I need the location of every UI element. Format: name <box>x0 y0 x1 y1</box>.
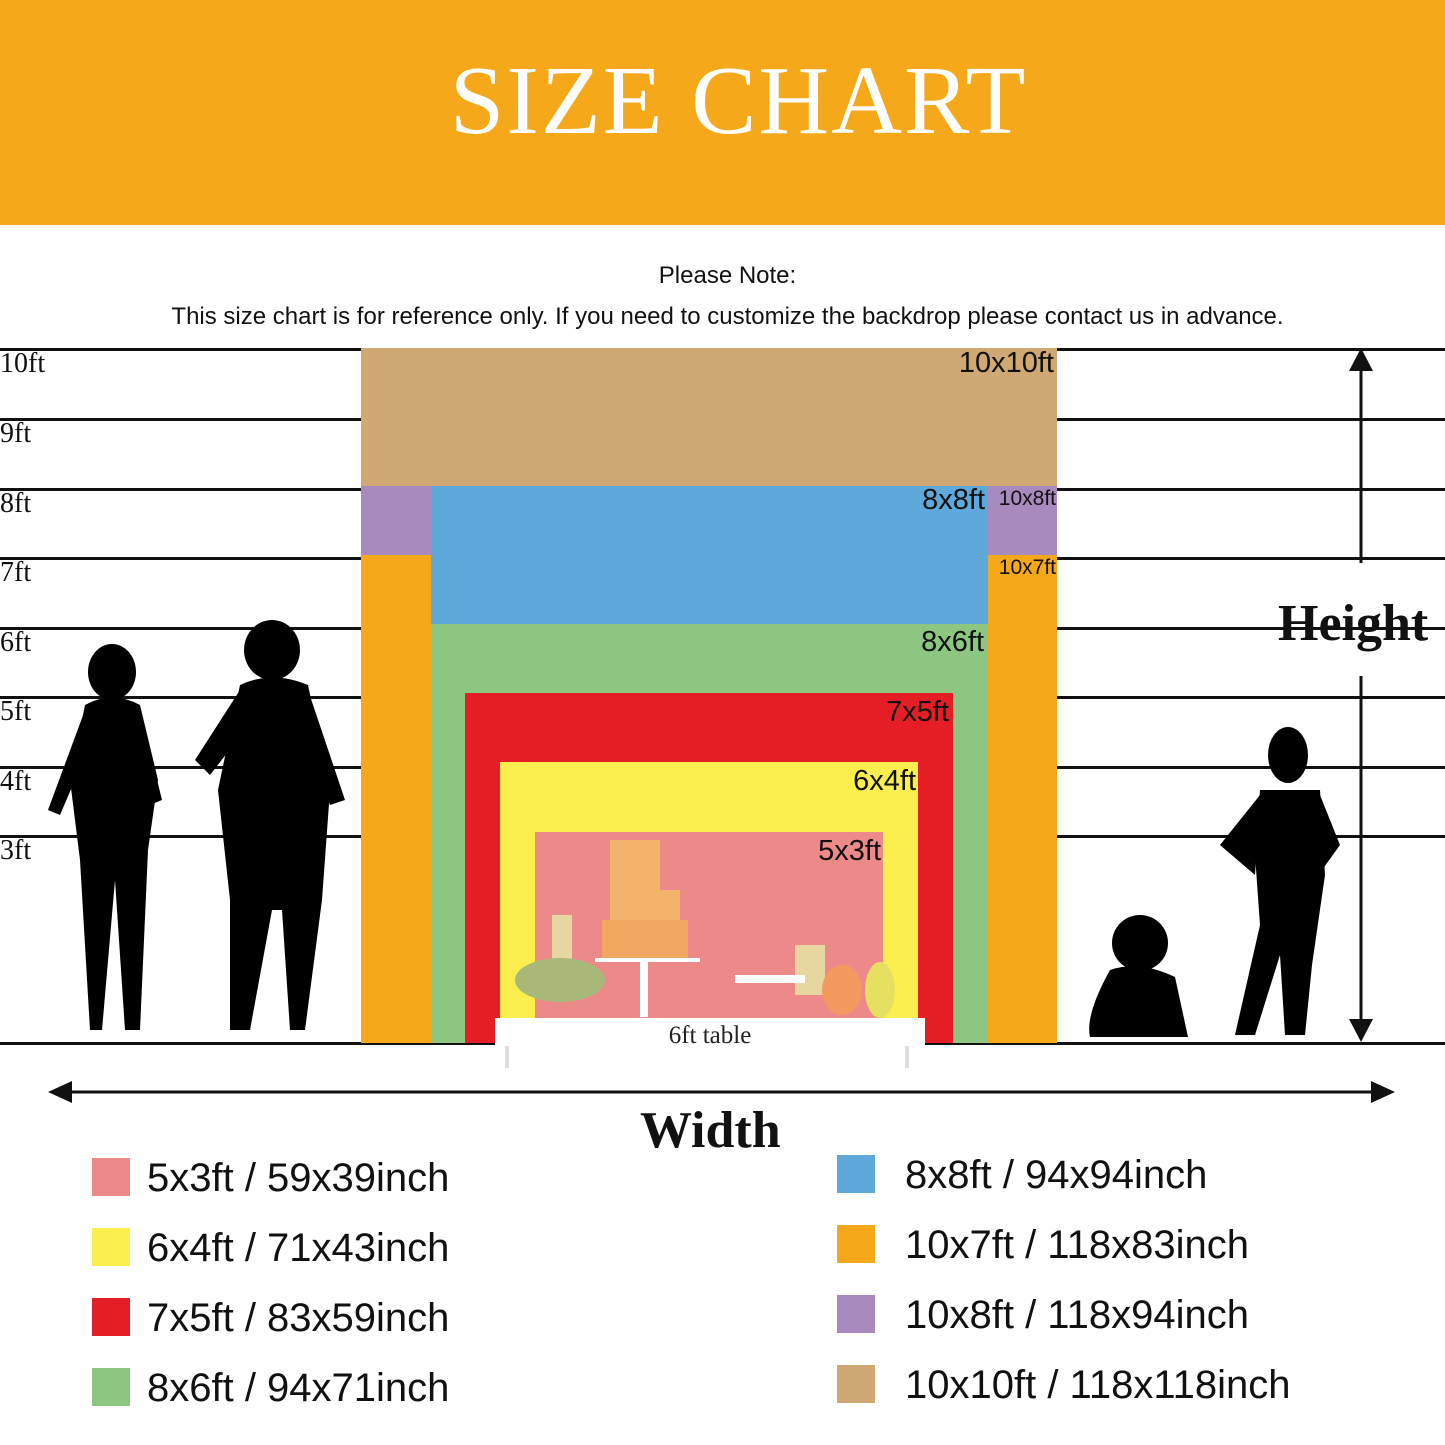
label-8x6: 8x6ft <box>921 626 984 658</box>
cake-icon <box>595 840 700 1017</box>
dessert-table-illustration <box>495 840 925 1068</box>
legend-text: 10x7ft / 118x83inch <box>905 1223 1249 1267</box>
header-banner <box>0 0 1445 225</box>
legend-swatch <box>837 1225 875 1263</box>
note-heading: Please Note: <box>658 262 797 289</box>
label-8x8: 8x8ft <box>922 484 985 516</box>
legend-swatch <box>92 1228 130 1266</box>
grid-line-right <box>1057 418 1445 421</box>
height-mark-label: 6ft <box>0 627 32 658</box>
legend-text: 8x8ft / 94x94inch <box>905 1153 1208 1197</box>
adult-silhouettes-icon <box>48 620 345 1030</box>
backdrop-5x3 <box>535 832 883 1043</box>
legend-swatch <box>92 1158 130 1196</box>
legend-swatch <box>837 1365 875 1403</box>
grid-line-left <box>0 627 361 630</box>
grid-line-right <box>1057 766 1445 769</box>
height-mark-label: 10ft <box>0 348 46 379</box>
width-arrow <box>48 1081 1395 1103</box>
height-mark-label: 4ft <box>0 766 32 797</box>
page-title: SIZE CHART <box>449 47 1028 155</box>
grid-line-left <box>0 696 361 699</box>
label-6x4: 6x4ft <box>853 765 916 797</box>
legend-text: 7x5ft / 83x59inch <box>147 1296 450 1340</box>
grid-line-right <box>1057 696 1445 699</box>
grid-line-left <box>0 766 361 769</box>
label-10x7: 10x7ft <box>998 556 1056 579</box>
legend-swatch <box>92 1368 130 1406</box>
grid-line-right <box>1057 557 1445 560</box>
grid-line-left <box>0 557 361 560</box>
child-silhouettes-icon <box>1089 727 1340 1037</box>
table-label: 6ft table <box>668 1022 752 1049</box>
legend-text: 8x6ft / 94x71inch <box>147 1366 450 1410</box>
height-mark-label: 5ft <box>0 696 32 727</box>
height-mark-label: 7ft <box>0 557 32 588</box>
legend-swatch <box>837 1295 875 1333</box>
height-axis-label: Height <box>1278 595 1429 652</box>
width-axis-label: Width <box>640 1102 781 1159</box>
height-mark-label: 8ft <box>0 488 32 519</box>
grid-line-right <box>1057 627 1445 630</box>
note-text: This size chart is for reference only. I… <box>171 303 1284 330</box>
label-7x5: 7x5ft <box>886 696 949 728</box>
label-10x8: 10x8ft <box>998 487 1056 510</box>
legend-swatch <box>837 1155 875 1193</box>
legend-text: 10x8ft / 118x94inch <box>905 1293 1249 1337</box>
height-arrow <box>1349 348 1373 1042</box>
legend-swatch <box>92 1298 130 1336</box>
legend-text: 6x4ft / 71x43inch <box>147 1226 450 1270</box>
flowers-icon <box>515 915 605 1002</box>
legend-text: 10x10ft / 118x118inch <box>905 1363 1291 1407</box>
height-mark-label: 9ft <box>0 418 32 449</box>
label-5x3: 5x3ft <box>818 835 881 867</box>
label-10x10: 10x10ft <box>958 347 1054 379</box>
height-mark-label: 3ft <box>0 835 32 866</box>
grid-line-left <box>0 488 361 491</box>
legend-text: 5x3ft / 59x39inch <box>147 1156 450 1200</box>
grid-line-left <box>0 835 361 838</box>
grid-line-left <box>0 348 361 351</box>
jars-icon <box>795 945 895 1018</box>
grid-line-right <box>1057 348 1445 351</box>
grid-line-right <box>1057 488 1445 491</box>
grid-line-left <box>0 418 361 421</box>
